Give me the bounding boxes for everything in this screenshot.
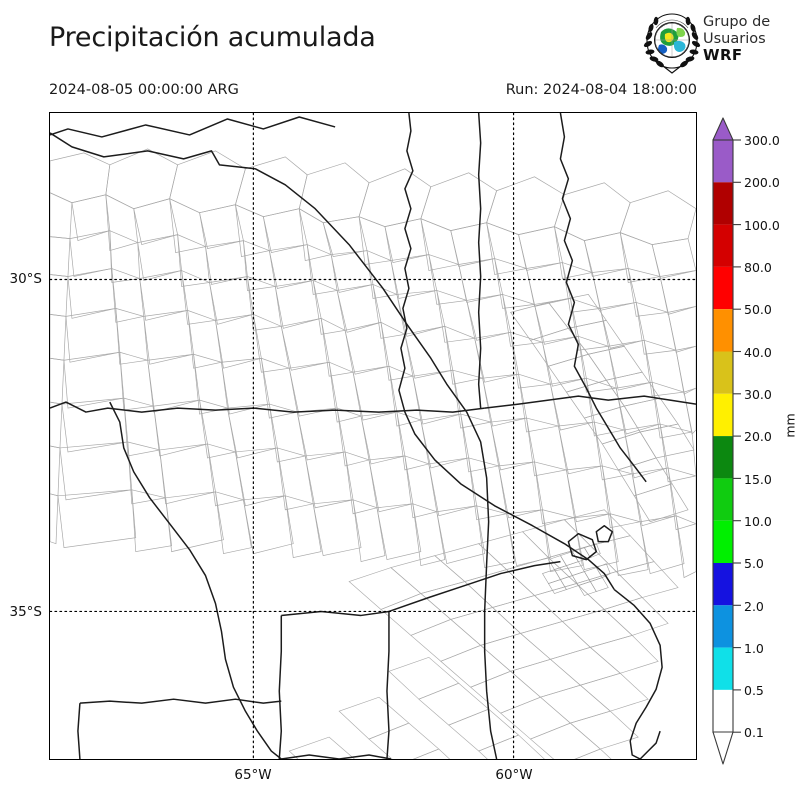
band-80-100 [713, 224, 733, 267]
page-title: Precipitación acumulada [49, 22, 376, 53]
department-boundaries [50, 148, 696, 759]
band-2-5 [713, 563, 733, 606]
wrf-globe-emblem-icon [641, 12, 703, 74]
colorbar[interactable]: 300.0 200.0 100.0 80.0 50.0 40.0 30.0 20… [700, 112, 800, 772]
colorbar-label-200: 200.0 [744, 175, 780, 190]
band-15-20 [713, 436, 733, 479]
band-200-300 [713, 140, 733, 183]
run-time-label: Run: 2024-08-04 18:00:00 [505, 82, 697, 98]
band-40-50 [713, 309, 733, 352]
band-5-10 [713, 520, 733, 563]
graticule-gridlines [50, 113, 696, 759]
province-boundaries [50, 113, 696, 759]
band-30-40 [713, 351, 733, 394]
colorbar-gradient [712, 117, 741, 765]
colorbar-label-5: 5.0 [744, 556, 764, 571]
colorbar-label-15: 15.0 [744, 472, 772, 487]
colorbar-label-05: 0.5 [744, 683, 764, 698]
colorbar-label-20: 20.0 [744, 429, 772, 444]
map-canvas[interactable] [49, 112, 697, 760]
colorbar-unit-label: mm [782, 413, 798, 438]
band-50-80 [713, 266, 733, 310]
colorbar-label-30: 30.0 [744, 387, 772, 402]
colorbar-label-10: 10.0 [744, 514, 772, 529]
band-100-200 [713, 182, 733, 225]
colorbar-over-arrow [712, 117, 734, 141]
band-20-30 [713, 393, 733, 437]
band-1-2 [713, 605, 733, 648]
x-axis-tick-label-60w: 60°W [495, 767, 533, 783]
band-05-1 [713, 647, 733, 690]
band-10-15 [713, 478, 733, 521]
valid-time-label: 2024-08-05 00:00:00 ARG [49, 82, 239, 98]
y-axis-tick-label-35s: 35°S [9, 604, 43, 620]
map-vector-layer [50, 113, 696, 759]
logo-line-1: Grupo de [703, 14, 771, 30]
colorbar-label-01: 0.1 [744, 725, 764, 740]
colorbar-label-1: 1.0 [744, 641, 764, 656]
colorbar-label-100: 100.0 [744, 218, 780, 233]
colorbar-label-40: 40.0 [744, 345, 772, 360]
colorbar-label-2: 2.0 [744, 599, 764, 614]
colorbar-label-50: 50.0 [744, 302, 772, 317]
x-axis-tick-label-65w: 65°W [234, 767, 272, 783]
band-01-05 [713, 689, 733, 733]
logo-line-3: WRF [703, 46, 743, 64]
colorbar-ticks [733, 139, 741, 733]
wrf-user-group-logo: Grupo de Usuarios WRF [641, 12, 797, 76]
y-axis-tick-label-30s: 30°S [9, 271, 43, 287]
colorbar-label-80: 80.0 [744, 260, 772, 275]
logo-line-2: Usuarios [703, 30, 766, 47]
colorbar-under-arrow [712, 731, 734, 765]
colorbar-label-300: 300.0 [744, 133, 780, 148]
logo-text: Grupo de Usuarios WRF [703, 14, 797, 64]
